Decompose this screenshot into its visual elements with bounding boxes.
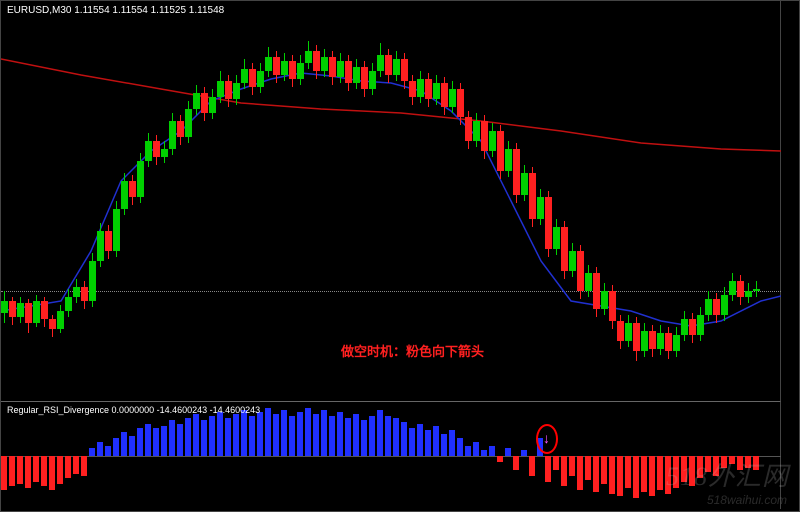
current-price-line (1, 291, 781, 292)
indicator-label: Regular_RSI_Divergence 0.0000000 -14.460… (7, 405, 260, 415)
rsi-divergence-panel[interactable]: Regular_RSI_Divergence 0.0000000 -14.460… (1, 401, 781, 509)
down-arrow-icon: ↓ (543, 430, 550, 446)
candlestick-chart-area[interactable]: 做空时机：粉色向下箭头 (1, 1, 781, 401)
watermark-brand: 518外汇网 (666, 456, 789, 493)
short-signal-annotation: 做空时机：粉色向下箭头 (341, 341, 484, 360)
watermark-url: 518waihui.com (707, 493, 787, 507)
indicator-zero-line (1, 456, 781, 457)
symbol-timeframe-label: EURUSD,M30 1.11554 1.11554 1.11525 1.115… (7, 5, 224, 16)
trading-chart-container[interactable]: EURUSD,M30 1.11554 1.11554 1.11525 1.115… (0, 0, 800, 512)
